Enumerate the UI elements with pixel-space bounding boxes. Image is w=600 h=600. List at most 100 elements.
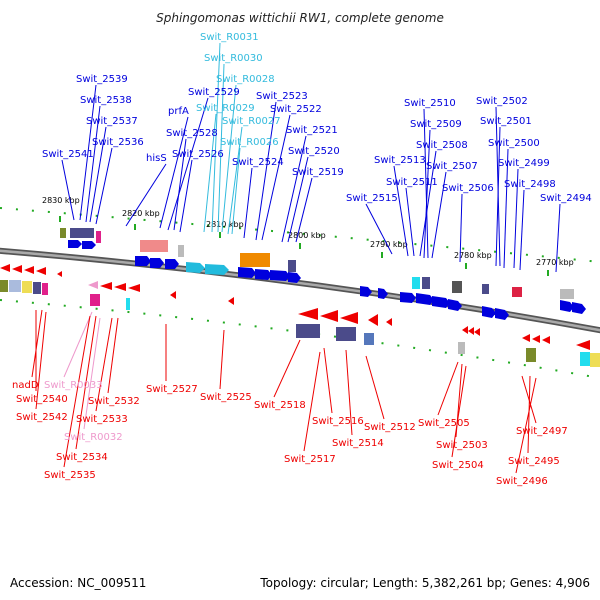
gene-label-bottom[interactable]: Swit_2504 [432, 460, 484, 471]
label-connectors [31, 42, 561, 474]
gene-label-top[interactable]: prfA [168, 106, 189, 117]
gene-label-top[interactable]: Swit_R0026 [220, 137, 279, 148]
gene-arrow [228, 297, 234, 305]
gene-label-top[interactable]: Swit_2536 [92, 137, 144, 148]
gene-box [240, 253, 270, 267]
gene-arrow [320, 310, 338, 322]
gene-label-top[interactable]: Swit_2519 [292, 167, 344, 178]
gene-labels: Swit_2539Swit_2538Swit_2537Swit_2536Swit… [12, 32, 592, 487]
gene-label-bottom[interactable]: Swit_2542 [16, 412, 68, 423]
gene-label-top[interactable]: Swit_2501 [480, 116, 532, 127]
gene-label-top[interactable]: Swit_2523 [256, 91, 308, 102]
gene-label-top[interactable]: Swit_2541 [42, 149, 94, 160]
gene-label-bottom[interactable]: Swit_2514 [332, 438, 384, 449]
gene-label-bottom[interactable]: Swit_2503 [436, 440, 488, 451]
gene-label-bottom[interactable]: Swit_2516 [312, 416, 364, 427]
connector-line [365, 203, 393, 255]
tick-label: 2770 kbp [536, 258, 574, 267]
gene-label-top[interactable]: Swit_2524 [232, 157, 284, 168]
gene-label-bottom[interactable]: Swit_R0033 [44, 380, 103, 391]
gene-label-bottom[interactable]: Swit_2518 [254, 400, 306, 411]
gene-box [22, 281, 32, 293]
gene-arrow [482, 306, 496, 318]
gene-arrow [340, 312, 358, 324]
gene-arrow [400, 292, 416, 303]
gene-label-bottom[interactable]: nadD [12, 380, 39, 391]
connector-line [85, 105, 101, 223]
gene-label-top[interactable]: Swit_2502 [476, 96, 528, 107]
gene-label-top[interactable]: Swit_2515 [346, 193, 398, 204]
gene-label-top[interactable]: Swit_2526 [172, 149, 224, 160]
gene-arrow [416, 293, 434, 305]
gene-label-top[interactable]: Swit_2498 [504, 179, 556, 190]
gene-arrow [572, 302, 586, 314]
gene-label-top[interactable]: Swit_2510 [404, 98, 456, 109]
gene-label-bottom[interactable]: Swit_2532 [88, 396, 140, 407]
gene-label-top[interactable]: Swit_2529 [188, 87, 240, 98]
gene-arrow [270, 270, 290, 281]
connector-line [255, 101, 277, 241]
gene-label-bottom[interactable]: Swit_2497 [516, 426, 568, 437]
gene-label-top[interactable]: Swit_R0030 [204, 53, 263, 64]
connector-line [437, 361, 459, 416]
gene-label-top[interactable]: Swit_2522 [270, 104, 322, 115]
gene-label-bottom[interactable]: Swit_2525 [200, 392, 252, 403]
genome-backbone-highlight [0, 249, 600, 332]
connector-line [555, 203, 561, 273]
gene-label-top[interactable]: Swit_R0027 [222, 116, 281, 127]
gene-box [9, 280, 21, 292]
gene-label-bottom[interactable]: Swit_2512 [364, 422, 416, 433]
gene-box [42, 283, 48, 295]
connector-line [107, 317, 119, 394]
gene-label-bottom[interactable]: Swit_2517 [284, 454, 336, 465]
gene-label-bottom[interactable]: Swit_2505 [418, 418, 470, 429]
gene-box [288, 260, 296, 272]
gene-label-bottom[interactable]: Swit_2527 [146, 384, 198, 395]
connector-line [495, 126, 501, 267]
gene-label-bottom[interactable]: Swit_2535 [44, 470, 96, 481]
gene-arrow [298, 308, 318, 320]
gene-label-top[interactable]: Swit_2538 [80, 95, 132, 106]
genome-title: Sphingomonas wittichii RW1, complete gen… [156, 11, 444, 25]
gene-label-top[interactable]: Swit_2499 [498, 158, 550, 169]
gene-label-bottom[interactable]: Swit_2534 [56, 452, 108, 463]
gene-label-top[interactable]: Swit_2539 [76, 74, 128, 85]
gene-label-top[interactable]: Swit_2521 [286, 125, 338, 136]
gene-label-top[interactable]: Swit_2507 [426, 161, 478, 172]
plus-strand-features [60, 228, 586, 320]
gene-label-top[interactable]: Swit_R0029 [196, 103, 255, 114]
gene-label-top[interactable]: Swit_2513 [374, 155, 426, 166]
gene-label-top[interactable]: hisS [146, 153, 167, 164]
connector-line [35, 311, 47, 410]
gene-arrow [24, 266, 34, 274]
gene-label-top[interactable]: Swit_2509 [410, 119, 462, 130]
gene-arrow [100, 282, 112, 290]
gene-box [140, 240, 168, 252]
connector-line [431, 171, 447, 259]
gene-label-top[interactable]: Swit_2500 [488, 138, 540, 149]
gene-label-top[interactable]: Swit_2520 [288, 146, 340, 157]
tick-label: 2790 kbp [370, 240, 408, 249]
gene-label-top[interactable]: Swit_R0031 [200, 32, 259, 43]
gene-label-top[interactable]: Swit_R0028 [216, 74, 275, 85]
gene-box [126, 298, 130, 310]
gene-box [60, 228, 66, 238]
gene-box [452, 281, 462, 293]
connector-line [405, 187, 415, 257]
gene-label-bottom[interactable]: Swit_2495 [508, 456, 560, 467]
gene-label-top[interactable]: Swit_2511 [386, 177, 438, 188]
gene-label-top[interactable]: Swit_2508 [416, 140, 468, 151]
gene-label-bottom[interactable]: Swit_2533 [76, 414, 128, 425]
gene-label-bottom[interactable]: Swit_2540 [16, 394, 68, 405]
gene-label-top[interactable]: Swit_2537 [86, 116, 138, 127]
gene-label-top[interactable]: Swit_2506 [442, 183, 494, 194]
gene-label-top[interactable]: Swit_2528 [166, 128, 218, 139]
gene-label-top[interactable]: Swit_2494 [540, 193, 592, 204]
connector-line [261, 114, 291, 241]
tick-label: 2830 kbp [42, 196, 80, 205]
gene-box [0, 280, 8, 292]
gene-arrow [378, 288, 388, 299]
gene-arrow [165, 259, 179, 269]
gene-label-bottom[interactable]: Swit_2496 [496, 476, 548, 487]
gene-label-bottom[interactable]: Swit_R0032 [64, 432, 123, 443]
